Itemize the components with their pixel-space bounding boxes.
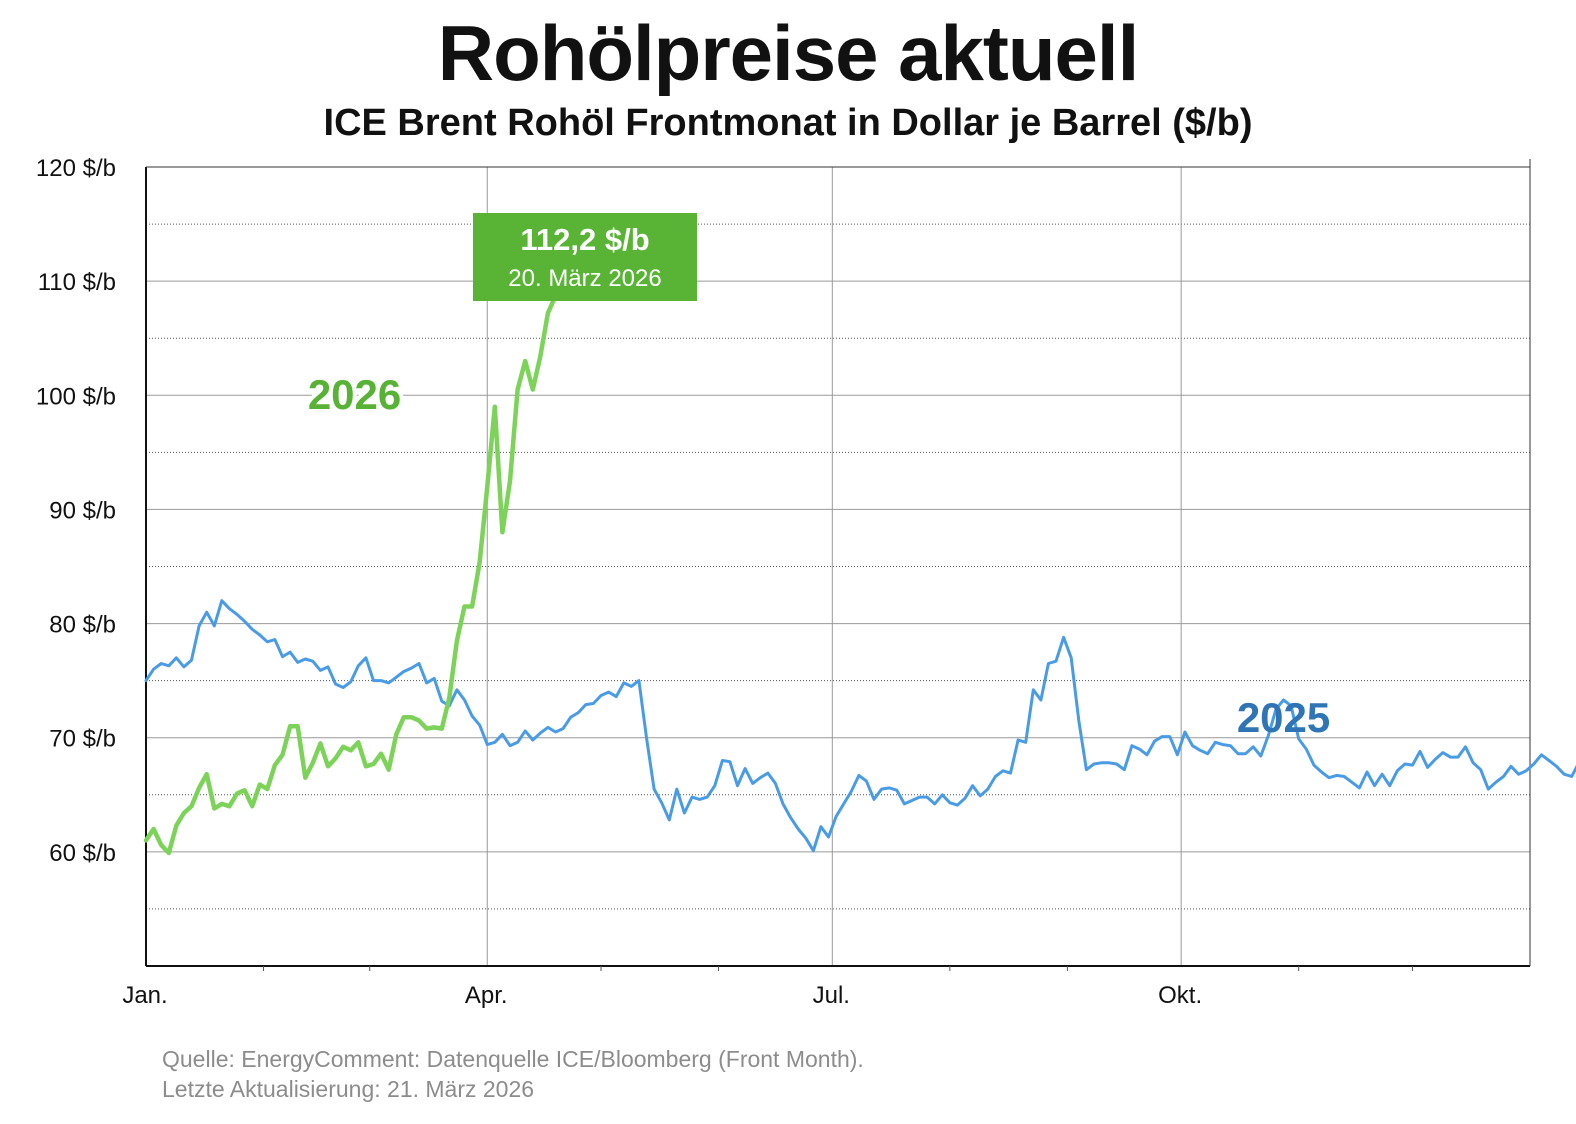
y-tick-label: 60 $/b [49, 840, 116, 867]
series-label-2026: 2026 [308, 371, 401, 418]
chart-title: Rohölpreise aktuell [437, 9, 1140, 97]
last-update-note: Letzte Aktualisierung: 21. März 2026 [162, 1076, 535, 1102]
y-tick-label: 100 $/b [36, 383, 116, 410]
series-line-2025 [144, 599, 1576, 853]
source-note: Quelle: EnergyComment: Datenquelle ICE/B… [162, 1046, 864, 1072]
y-tick-label: 110 $/b [38, 269, 116, 296]
chart-subtitle: ICE Brent Rohöl Frontmonat in Dollar je … [323, 102, 1253, 144]
x-tick-label: Jan. [122, 982, 167, 1009]
chart-footer: Quelle: EnergyComment: Datenquelle ICE/B… [162, 1044, 864, 1104]
x-tick-label: Jul. [813, 982, 850, 1009]
latest-price-value: 112,2 $/b [520, 222, 649, 257]
y-tick-label: 90 $/b [49, 497, 116, 524]
y-tick-label: 120 $/b [36, 155, 116, 182]
x-tick-label: Okt. [1158, 982, 1202, 1009]
latest-price-box [473, 213, 697, 301]
y-tick-label: 70 $/b [49, 726, 116, 753]
y-tick-label: 80 $/b [49, 612, 116, 639]
series-line-2026 [143, 253, 566, 856]
x-tick-label: Apr. [465, 982, 508, 1009]
series-label-2025: 2025 [1237, 694, 1330, 741]
latest-price-date: 20. März 2026 [508, 265, 661, 292]
